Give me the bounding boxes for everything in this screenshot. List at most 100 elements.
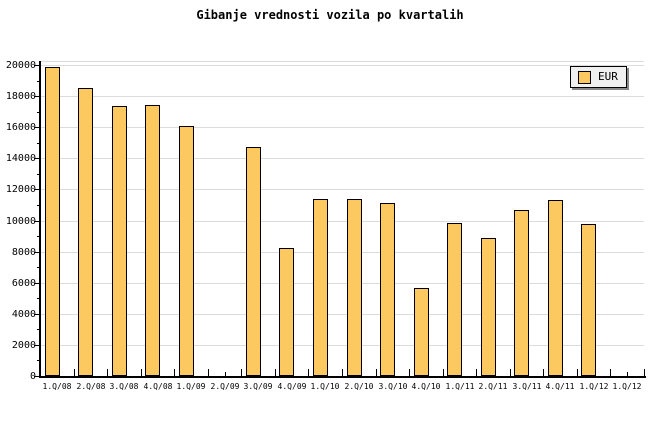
gridline: [40, 345, 644, 346]
x-major-tick: [610, 369, 611, 376]
y-major-tick: [34, 376, 40, 377]
legend-swatch-icon: [578, 70, 591, 84]
y-minor-tick: [37, 329, 40, 330]
y-tick-label: 2000: [11, 340, 36, 351]
y-major-tick: [34, 221, 40, 222]
x-tick-label: 1.Q/09: [176, 382, 206, 391]
legend: EUR: [570, 66, 627, 88]
x-major-tick: [241, 369, 242, 376]
y-minor-tick: [37, 174, 40, 175]
y-major-tick: [34, 96, 40, 97]
y-minor-tick: [37, 143, 40, 144]
x-tick-label: 1.Q/12: [612, 382, 642, 391]
gridline: [40, 189, 644, 190]
x-major-tick: [476, 369, 477, 376]
x-major-tick: [74, 369, 75, 376]
y-major-tick: [34, 65, 40, 66]
x-tick-label: 4.Q/08: [143, 382, 173, 391]
y-tick-label: 4000: [11, 309, 36, 320]
bar: [548, 200, 563, 376]
y-tick-label: 14000: [5, 153, 36, 164]
y-tick-label: 10000: [5, 216, 36, 227]
x-tick-label: 3.Q/08: [109, 382, 139, 391]
x-tick-label: 1.Q/12: [579, 382, 609, 391]
gridline: [40, 283, 644, 284]
x-major-tick: [510, 369, 511, 376]
bar: [514, 210, 529, 376]
y-minor-tick: [37, 236, 40, 237]
x-major-tick: [308, 369, 309, 376]
x-tick-label: 2.Q/08: [76, 382, 106, 391]
x-major-tick: [644, 369, 645, 376]
bar: [78, 88, 93, 376]
plot-top-border: [40, 61, 644, 62]
y-major-tick: [34, 314, 40, 315]
x-minor-tick: [627, 372, 628, 376]
y-tick-label: 20000: [5, 60, 36, 71]
y-axis-line: [39, 61, 41, 378]
y-minor-tick: [37, 112, 40, 113]
x-major-tick: [141, 369, 142, 376]
x-major-tick: [543, 369, 544, 376]
bar: [347, 199, 362, 376]
bar: [481, 238, 496, 376]
x-major-tick: [40, 369, 41, 376]
x-major-tick: [107, 369, 108, 376]
x-tick-label: 1.Q/11: [445, 382, 475, 391]
bar: [145, 105, 160, 376]
x-major-tick: [409, 369, 410, 376]
x-major-tick: [577, 369, 578, 376]
y-major-tick: [34, 345, 40, 346]
chart-title: Gibanje vrednosti vozila po kvartalih: [196, 8, 464, 22]
bar: [581, 224, 596, 376]
x-major-tick: [208, 369, 209, 376]
x-axis-line: [39, 376, 646, 378]
x-tick-label: 3.Q/11: [512, 382, 542, 391]
y-tick-label: 16000: [5, 122, 36, 133]
x-tick-label: 2.Q/09: [210, 382, 240, 391]
x-major-tick: [174, 369, 175, 376]
x-tick-label: 4.Q/10: [411, 382, 441, 391]
x-tick-label: 3.Q/10: [378, 382, 408, 391]
gridline: [40, 127, 644, 128]
y-major-tick: [34, 252, 40, 253]
y-tick-label: 18000: [5, 91, 36, 102]
x-tick-label: 2.Q/11: [478, 382, 508, 391]
bar: [246, 147, 261, 376]
gridline: [40, 221, 644, 222]
bar: [179, 126, 194, 376]
y-tick-label: 6000: [11, 278, 36, 289]
gridline: [40, 96, 644, 97]
x-tick-label: 4.Q/11: [545, 382, 575, 391]
x-tick-label: 1.Q/10: [310, 382, 340, 391]
y-minor-tick: [37, 81, 40, 82]
x-tick-label: 3.Q/09: [243, 382, 273, 391]
x-major-tick: [376, 369, 377, 376]
gridline: [40, 158, 644, 159]
x-major-tick: [443, 369, 444, 376]
y-minor-tick: [37, 267, 40, 268]
gridline: [40, 65, 644, 66]
y-tick-label: 0: [29, 371, 36, 382]
y-major-tick: [34, 283, 40, 284]
x-major-tick: [342, 369, 343, 376]
legend-label: EUR: [598, 70, 618, 83]
y-tick-label: 12000: [5, 184, 36, 195]
bar: [414, 288, 429, 376]
bar: [45, 67, 60, 376]
gridline: [40, 252, 644, 253]
x-tick-label: 1.Q/08: [42, 382, 72, 391]
y-major-tick: [34, 189, 40, 190]
bar: [279, 248, 294, 376]
x-tick-label: 4.Q/09: [277, 382, 307, 391]
x-minor-tick: [225, 372, 226, 376]
gridline: [40, 314, 644, 315]
y-minor-tick: [37, 360, 40, 361]
y-major-tick: [34, 127, 40, 128]
y-minor-tick: [37, 205, 40, 206]
y-major-tick: [34, 158, 40, 159]
bar: [380, 203, 395, 376]
bar: [112, 106, 127, 376]
x-tick-label: 2.Q/10: [344, 382, 374, 391]
